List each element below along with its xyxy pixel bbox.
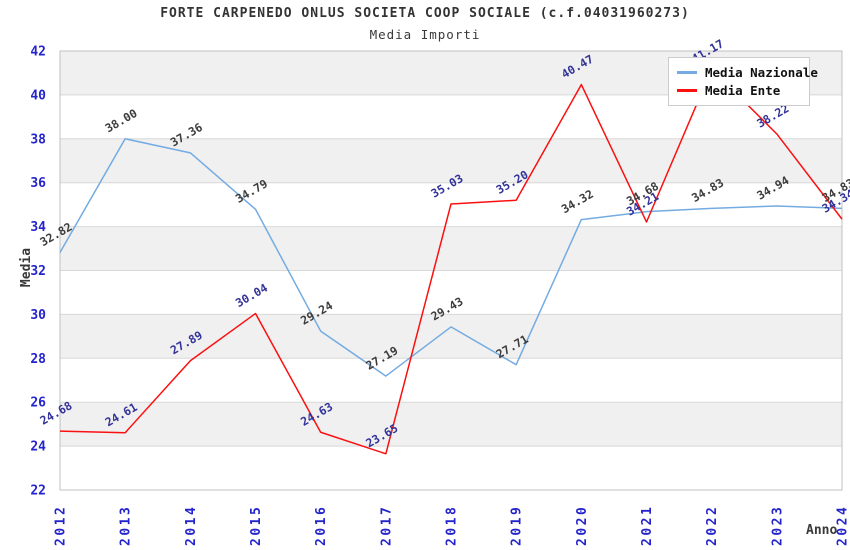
plot-band xyxy=(60,314,842,359)
y-tick-label: 40 xyxy=(30,88,46,103)
x-tick-label: 2013 xyxy=(119,505,134,546)
plot-border xyxy=(59,50,843,491)
x-tick-label: 2016 xyxy=(314,505,329,546)
legend: Media Nazionale Media Ente xyxy=(668,57,818,106)
media-nazionale-point-label: 38.00 xyxy=(103,106,140,135)
x-tick-label: 2017 xyxy=(379,505,394,546)
x-tick-label: 2018 xyxy=(445,505,460,546)
x-tick-label: 2015 xyxy=(249,505,264,546)
legend-item-nazionale: Media Nazionale xyxy=(677,63,818,81)
ente-line-swatch xyxy=(677,88,697,92)
y-tick-label: 26 xyxy=(30,396,46,411)
y-tick-label: 38 xyxy=(30,132,46,147)
plot-band xyxy=(60,138,842,183)
plot-band xyxy=(60,226,842,271)
x-tick-label: 2014 xyxy=(184,505,199,546)
y-tick-label: 30 xyxy=(30,308,46,323)
y-tick-label: 22 xyxy=(30,484,46,499)
chart-subtitle: Media Importi xyxy=(369,27,481,42)
y-tick-label: 24 xyxy=(30,440,46,455)
nazionale-line-swatch xyxy=(677,70,697,74)
x-tick-label: 2022 xyxy=(705,505,720,546)
x-axis-title: Anno xyxy=(806,523,838,538)
plot-band xyxy=(60,402,842,447)
x-tick-label: 2012 xyxy=(54,505,69,546)
y-tick-label: 36 xyxy=(30,176,46,191)
y-tick-label: 42 xyxy=(30,45,46,60)
x-tick-label: 2023 xyxy=(770,505,785,546)
x-tick-label: 2019 xyxy=(510,505,525,546)
media-nazionale-point-label: 34.32 xyxy=(559,187,596,216)
media-nazionale-line xyxy=(59,138,843,377)
chart-title: FORTE CARPENEDO ONLUS SOCIETA COOP SOCIA… xyxy=(160,6,690,21)
legend-label-nazionale: Media Nazionale xyxy=(705,64,818,80)
x-tick-label: 2021 xyxy=(640,505,655,546)
y-tick-label: 34 xyxy=(30,220,46,235)
x-tick-label: 2024 xyxy=(836,505,850,546)
y-tick-label: 32 xyxy=(30,264,46,279)
x-tick-label: 2020 xyxy=(575,505,590,546)
legend-label-ente: Media Ente xyxy=(705,82,781,98)
y-tick-label: 28 xyxy=(30,352,46,367)
media-ente-point-label: 30.04 xyxy=(233,281,270,310)
legend-item-ente: Media Ente xyxy=(677,81,801,99)
y-axis-title: Media xyxy=(19,247,35,288)
